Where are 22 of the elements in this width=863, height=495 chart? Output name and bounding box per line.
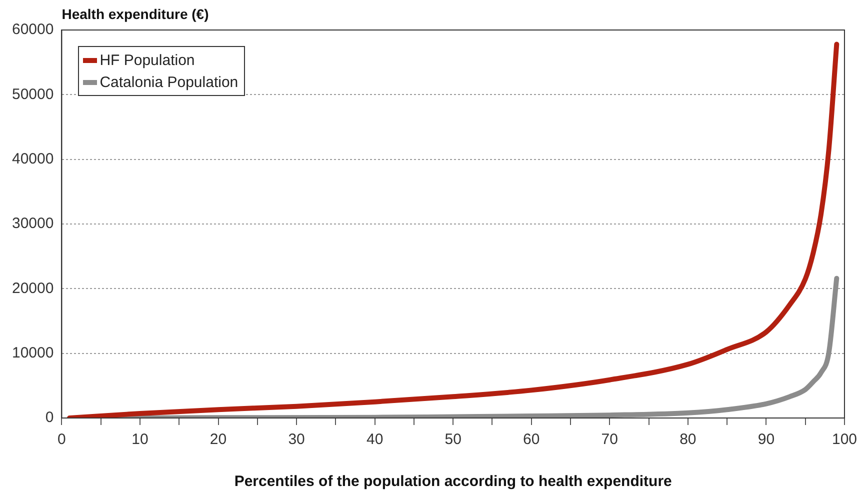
y-axis-title: Health expenditure (€) xyxy=(62,6,209,22)
y-tick-label: 40000 xyxy=(12,150,54,168)
x-tick-label: 100 xyxy=(832,431,857,448)
x-axis-title: Percentiles of the population according to health expenditure xyxy=(234,473,672,490)
y-tick-label: 20000 xyxy=(12,280,54,297)
x-tick-label: 20 xyxy=(210,431,227,448)
x-tick-label: 10 xyxy=(132,431,148,448)
y-tick-label: 60000 xyxy=(12,21,54,38)
x-tick-label: 90 xyxy=(758,431,775,448)
x-tick-label: 30 xyxy=(288,431,305,448)
x-tick-label: 0 xyxy=(58,431,66,448)
legend-label: Catalonia Population xyxy=(100,74,238,90)
legend-label: HF Population xyxy=(100,52,195,68)
x-tick-label: 40 xyxy=(366,431,384,448)
x-tick-label: 80 xyxy=(680,431,696,448)
x-tick-label: 50 xyxy=(444,431,462,448)
y-tick-label: 50000 xyxy=(12,86,54,103)
y-tick-label: 10000 xyxy=(12,344,54,362)
y-tick-label: 0 xyxy=(45,409,54,426)
x-tick-label: 60 xyxy=(523,431,540,448)
x-tick-label: 70 xyxy=(601,431,618,448)
y-tick-label: 30000 xyxy=(12,215,54,232)
